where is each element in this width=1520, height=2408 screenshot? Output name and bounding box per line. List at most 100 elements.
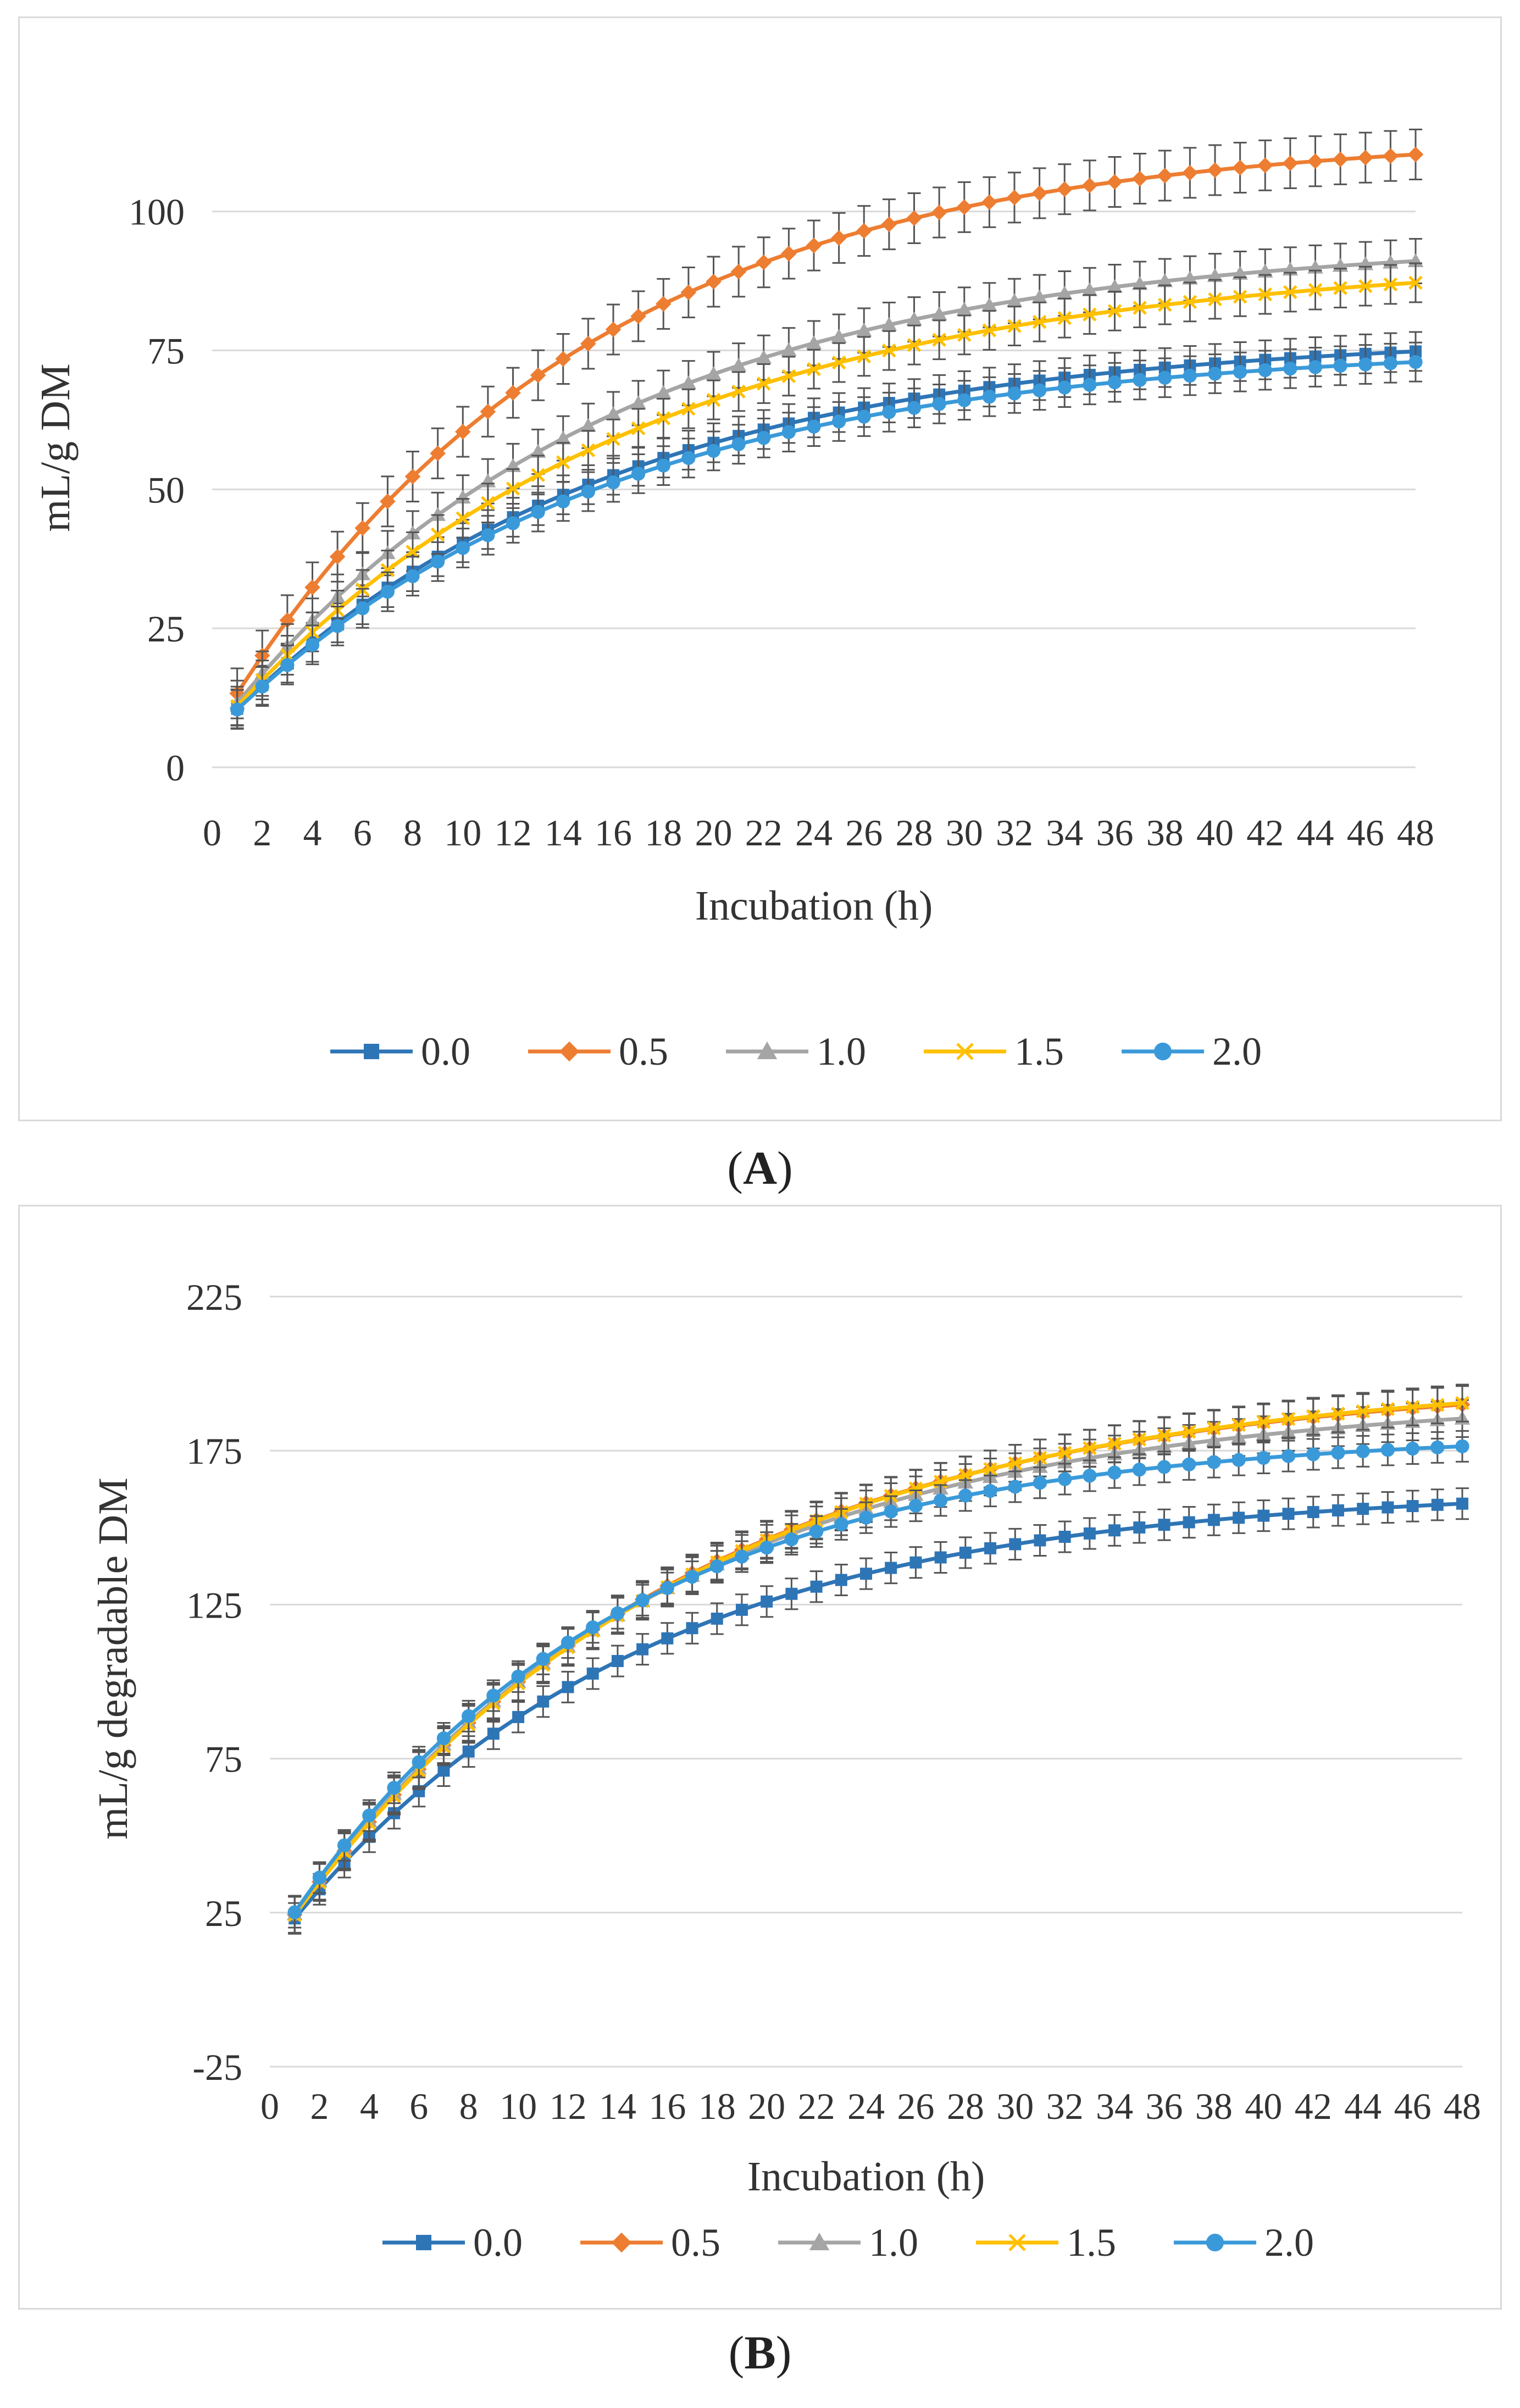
legend-item-0: 0.0	[330, 1029, 470, 1073]
data-point	[757, 431, 771, 445]
data-point	[1057, 1446, 1072, 1460]
data-point	[781, 246, 797, 262]
data-point	[1008, 1456, 1023, 1471]
data-point	[983, 1483, 997, 1498]
data-point	[1056, 285, 1073, 300]
series-line	[293, 1416, 1463, 1916]
data-point	[506, 516, 520, 530]
x-tick-label-6: 12	[495, 812, 532, 854]
data-point	[909, 1556, 922, 1569]
data-point	[630, 308, 646, 324]
data-point	[1157, 1428, 1172, 1443]
data-point	[1333, 281, 1347, 295]
data-point	[731, 384, 746, 399]
data-point	[785, 1587, 798, 1600]
data-point	[1407, 146, 1424, 163]
data-point	[881, 216, 897, 233]
data-point	[505, 385, 521, 401]
legend-marker	[559, 1041, 580, 1062]
data-point	[312, 1870, 327, 1885]
x-tick-label-18: 36	[1096, 812, 1134, 854]
data-point	[430, 507, 446, 521]
data-point	[656, 458, 670, 473]
data-point	[1132, 1463, 1146, 1477]
data-point	[1207, 162, 1223, 178]
data-point	[1208, 367, 1222, 381]
data-point	[1033, 1451, 1047, 1465]
x-tick-label-5: 10	[500, 2085, 537, 2127]
x-tick-label-8: 16	[648, 2085, 686, 2127]
legend-marker	[956, 1043, 974, 1060]
data-point	[882, 343, 896, 358]
data-point	[1455, 1396, 1469, 1410]
series-0-5	[286, 1385, 1471, 1934]
data-point	[1231, 1418, 1246, 1432]
data-point	[511, 1669, 525, 1684]
data-point	[1207, 1455, 1221, 1469]
data-point	[685, 1570, 700, 1584]
y-tick-label-5: 225	[186, 1276, 242, 1318]
x-tick-label-4: 8	[403, 812, 422, 854]
data-point	[1034, 1534, 1046, 1547]
data-point	[680, 375, 697, 390]
data-point	[354, 520, 371, 536]
data-point	[859, 1510, 873, 1525]
legend-item-2: 1.0	[726, 1029, 866, 1073]
data-point	[380, 584, 395, 599]
data-point	[1307, 153, 1323, 169]
data-point	[1331, 1407, 1345, 1421]
data-point	[831, 230, 847, 246]
data-point	[1306, 1447, 1321, 1462]
data-point	[1281, 1449, 1296, 1463]
data-point	[1332, 151, 1349, 168]
data-point	[856, 323, 872, 337]
data-point	[681, 451, 696, 465]
data-point	[380, 493, 396, 510]
data-point	[956, 199, 973, 215]
data-point	[1183, 295, 1197, 309]
x-tick-label-11: 22	[798, 2085, 835, 2127]
data-point	[1356, 1444, 1370, 1458]
data-point	[761, 1595, 773, 1608]
data-point	[555, 430, 572, 445]
data-point	[981, 194, 997, 211]
x-tick-label-15: 30	[996, 2085, 1034, 2127]
series-0-5	[229, 129, 1424, 719]
series-2-0	[230, 341, 1423, 730]
data-point	[1358, 357, 1373, 372]
data-point	[1107, 375, 1122, 390]
data-point	[1007, 386, 1022, 401]
data-point	[1133, 1521, 1146, 1534]
data-point	[1158, 1519, 1170, 1531]
data-point	[1081, 178, 1098, 193]
x-tick-label-24: 48	[1444, 2085, 1481, 2127]
data-point	[1083, 307, 1097, 322]
data-point	[908, 1481, 923, 1496]
data-point	[230, 702, 245, 717]
data-point	[605, 406, 622, 420]
y-tick-label-0: -25	[192, 2046, 242, 2088]
data-point	[456, 511, 470, 525]
x-tick-label-22: 44	[1297, 812, 1334, 854]
data-point	[1183, 1516, 1195, 1529]
data-point	[957, 393, 972, 407]
data-point	[1032, 383, 1047, 397]
legend-label: 0.5	[619, 1029, 668, 1073]
data-point	[436, 1731, 451, 1746]
data-point	[857, 409, 871, 424]
data-point	[606, 431, 620, 446]
data-point	[1133, 301, 1147, 315]
data-point	[906, 210, 922, 226]
legend-marker	[1153, 1042, 1172, 1061]
x-tick-label-9: 18	[698, 2085, 736, 2127]
x-tick-label-16: 32	[1046, 2085, 1084, 2127]
data-point	[1108, 1524, 1121, 1537]
data-point	[806, 237, 822, 253]
series-1-0	[286, 1399, 1471, 1934]
data-point	[781, 342, 797, 357]
data-point	[958, 1468, 973, 1482]
data-point	[430, 445, 446, 462]
data-point	[1207, 1514, 1220, 1526]
data-point	[1081, 282, 1098, 296]
x-tick-label-7: 14	[545, 812, 582, 854]
